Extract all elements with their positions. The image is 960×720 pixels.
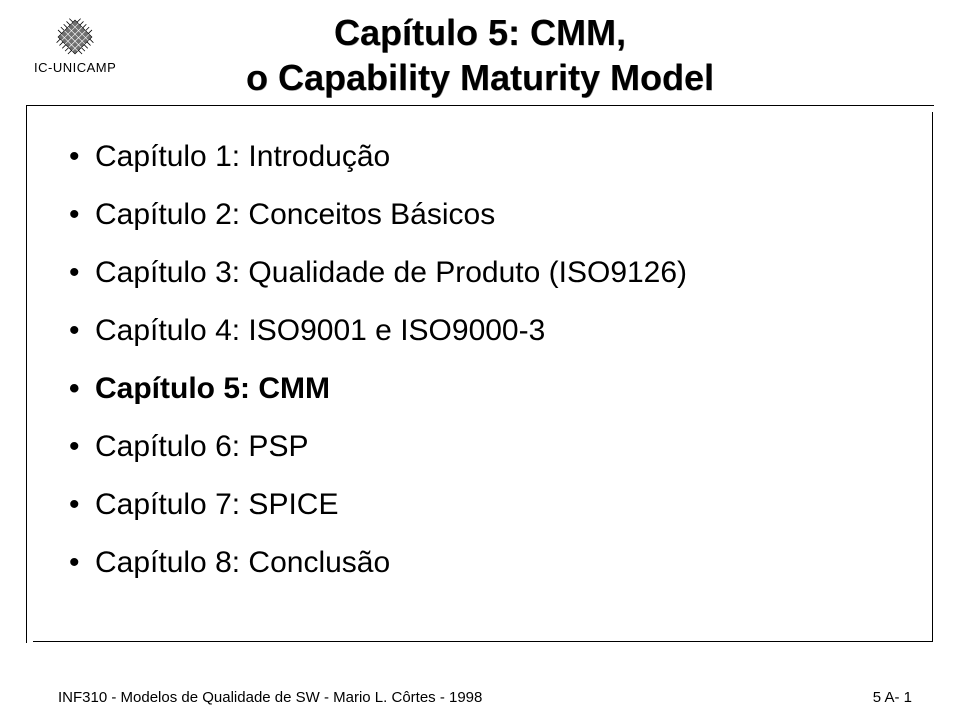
slide-title: Capítulo 5: CMM, o Capability Maturity M… (0, 10, 960, 100)
list-item: Capítulo 4: ISO9001 e ISO9000-3 (61, 316, 892, 346)
footer-right: 5 A- 1 (873, 689, 912, 706)
list-item: Capítulo 8: Conclusão (61, 548, 892, 578)
title-line-2: o Capability Maturity Model (0, 55, 960, 100)
title-line-1: Capítulo 5: CMM, (0, 10, 960, 55)
list-item: Capítulo 7: SPICE (61, 490, 892, 520)
list-item: Capítulo 6: PSP (61, 432, 892, 462)
footer-left: INF310 - Modelos de Qualidade de SW - Ma… (58, 689, 482, 706)
list-item: Capítulo 2: Conceitos Básicos (61, 200, 892, 230)
chapter-list: Capítulo 1: Introdução Capítulo 2: Conce… (61, 142, 892, 578)
list-item: Capítulo 1: Introdução (61, 142, 892, 172)
content-box-outer: Capítulo 1: Introdução Capítulo 2: Conce… (26, 105, 934, 643)
list-item: Capítulo 5: CMM (61, 374, 892, 404)
list-item: Capítulo 3: Qualidade de Produto (ISO912… (61, 258, 892, 288)
slide: IC-UNICAMP Capítulo 5: CMM, o Capability… (0, 0, 960, 720)
content-box-inner: Capítulo 1: Introdução Capítulo 2: Conce… (33, 112, 933, 642)
footer: INF310 - Modelos de Qualidade de SW - Ma… (58, 689, 912, 706)
